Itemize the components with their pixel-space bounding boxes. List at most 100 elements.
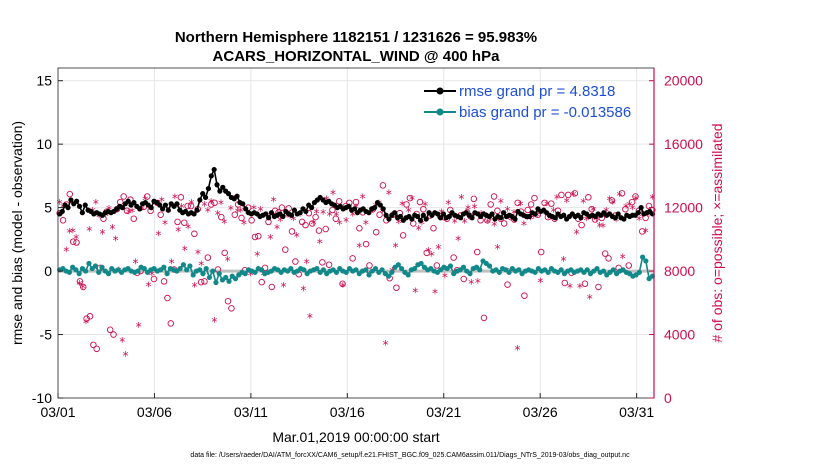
assimilated-obs-point: * [580, 196, 586, 210]
x-tick-label: 03/31 [619, 404, 654, 420]
assimilated-obs-point: * [96, 210, 102, 224]
possible-obs-point [312, 213, 319, 221]
assimilated-obs-point: * [633, 193, 639, 207]
left-y-tick-label: 15 [36, 73, 52, 89]
possible-obs-point [80, 283, 87, 291]
possible-obs-point [524, 206, 531, 214]
right-y-tick-label: 0 [664, 390, 672, 406]
rmse-point [437, 215, 444, 221]
rmse-point [561, 212, 567, 218]
right-y-axis-label: # of obs: o=possible; ×=assimilated [709, 123, 725, 342]
assimilated-obs-point: * [221, 217, 227, 231]
assimilated-obs-point: * [238, 205, 244, 219]
bias-point [584, 267, 590, 273]
bias-point [206, 274, 213, 281]
assimilated-obs-point: * [577, 281, 583, 295]
bias-point [86, 260, 92, 267]
assimilated-obs-point: * [99, 227, 105, 241]
assimilated-obs-point: * [195, 247, 201, 261]
assimilated-obs-point: * [155, 229, 161, 243]
possible-obs-point [638, 228, 646, 235]
bias-point [545, 269, 551, 275]
assimilated-obs-point: * [70, 225, 76, 239]
assimilated-obs-point: * [258, 204, 264, 218]
assimilated-obs-point: * [185, 221, 191, 235]
possible-obs-point [197, 278, 205, 286]
possible-obs-point [329, 206, 336, 214]
rmse-point [240, 201, 246, 207]
rmse-point [440, 211, 446, 217]
assimilated-obs-point: * [172, 191, 178, 205]
assimilated-obs-point: * [123, 349, 129, 363]
possible-obs-point [76, 278, 84, 285]
assimilated-obs-point: * [343, 215, 349, 229]
rmse-point [638, 205, 644, 211]
bias-point [366, 272, 372, 278]
assimilated-obs-point: * [109, 222, 115, 236]
bias-point [412, 265, 418, 272]
bias-point [320, 267, 327, 273]
possible-obs-point [123, 207, 131, 215]
assimilated-obs-point: * [290, 214, 296, 228]
possible-obs-point [308, 220, 316, 227]
bias-point [92, 263, 99, 269]
possible-obs-point [406, 194, 414, 202]
x-axis-label: Mar.01,2019 00:00:00 start [272, 429, 439, 445]
assimilated-obs-point: * [63, 244, 69, 258]
possible-obs-point [399, 232, 407, 239]
possible-obs-point [494, 207, 501, 215]
assimilated-obs-point: * [251, 202, 257, 216]
bias-point [83, 268, 89, 274]
assimilated-obs-point: * [590, 204, 596, 218]
assimilated-obs-point: * [363, 217, 369, 231]
possible-obs-point [106, 326, 114, 334]
possible-obs-point [258, 278, 265, 286]
x-tick-label: 03/21 [426, 404, 461, 420]
left-y-tick-label: 10 [36, 136, 52, 152]
possible-obs-point [59, 217, 67, 224]
right-y-tick-label: 12000 [664, 200, 703, 216]
bias-point [73, 267, 79, 273]
rmse-point [380, 206, 386, 212]
bias-point [385, 273, 392, 279]
assimilated-obs-point: * [597, 220, 603, 234]
assimilated-obs-point: * [541, 206, 547, 220]
assimilated-obs-point: * [248, 268, 254, 282]
assimilated-obs-point: * [554, 192, 560, 206]
assimilated-obs-point: * [225, 254, 231, 268]
assimilated-obs-point: * [215, 208, 221, 222]
left-y-tick-label: -10 [32, 390, 52, 406]
assimilated-obs-point: * [198, 259, 204, 273]
left-y-tick-label: 5 [44, 200, 52, 216]
possible-obs-point [450, 254, 457, 261]
assimilated-obs-point: * [587, 292, 593, 306]
possible-obs-point [403, 201, 410, 208]
assimilated-obs-point: * [113, 233, 119, 247]
assimilated-obs-point: * [455, 233, 461, 247]
rmse-point [489, 211, 495, 217]
possible-obs-point [177, 194, 185, 201]
possible-obs-point [164, 294, 171, 302]
assimilated-obs-point: * [132, 256, 138, 270]
rmse-point [225, 191, 232, 197]
x-tick-label: 03/26 [523, 404, 558, 420]
assimilated-obs-point: * [528, 213, 534, 227]
possible-obs-point [302, 221, 309, 229]
assimilated-obs-point: * [188, 197, 194, 211]
rmse-point [377, 202, 383, 208]
assimilated-obs-point: * [452, 216, 458, 230]
rmse-point [457, 215, 464, 221]
rmse-point [191, 211, 197, 217]
possible-obs-point [473, 248, 481, 256]
bias-point [486, 263, 493, 269]
possible-obs-point [69, 238, 77, 245]
rmse-point [386, 216, 392, 222]
possible-obs-point [174, 218, 181, 226]
bias-point [184, 267, 190, 273]
rmse-point [308, 205, 315, 211]
assimilated-obs-point: * [521, 218, 527, 232]
assimilated-obs-point: * [610, 197, 616, 211]
bias-point [216, 271, 222, 277]
possible-obs-point [618, 190, 626, 197]
possible-obs-point [268, 283, 276, 291]
